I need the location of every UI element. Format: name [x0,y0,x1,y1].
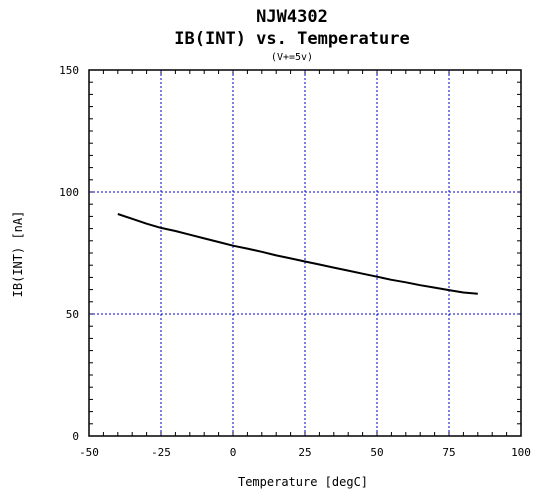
y-tick-label: 100 [59,186,79,199]
chart-title: NJW4302 [256,7,328,27]
series-line [117,213,478,295]
x-axis-label: Temperature [degC] [238,475,368,489]
x-tick-label: 75 [442,446,455,459]
plot-frame [88,69,522,437]
x-tick-label: -50 [79,446,99,459]
x-tick-label: -25 [151,446,171,459]
x-tick-label: 50 [370,446,383,459]
y-tick-label: 50 [66,308,79,321]
y-axis-label: IB(INT) [nA] [11,211,25,298]
x-tick-label: 25 [298,446,311,459]
minor-ticks [88,69,522,437]
gridlines [89,70,521,436]
y-tick-labels: 0 50 100 150 [59,64,79,443]
x-tick-label: 0 [230,446,237,459]
series-layer [117,213,478,295]
chart-title-line2: IB(INT) vs. Temperature [174,29,409,49]
y-tick-label: 0 [72,430,79,443]
x-tick-label: 100 [511,446,531,459]
x-tick-labels: -50 -25 0 25 50 75 100 [79,446,531,459]
chart-subtitle: (V+=5v) [271,52,313,63]
y-tick-label: 150 [59,64,79,77]
